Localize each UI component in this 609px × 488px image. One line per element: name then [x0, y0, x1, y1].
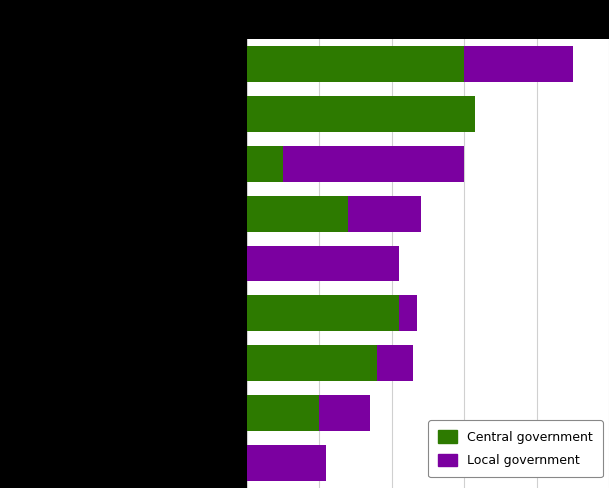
Bar — [247, 346, 377, 381]
Bar — [247, 295, 399, 331]
Bar — [247, 445, 326, 481]
Bar — [247, 196, 348, 232]
Bar — [247, 96, 475, 132]
Bar — [247, 395, 319, 431]
Bar — [247, 46, 464, 82]
Bar — [283, 146, 464, 182]
Bar — [399, 295, 417, 331]
Bar — [348, 196, 421, 232]
Legend: Central government, Local government: Central government, Local government — [428, 420, 603, 477]
Bar — [377, 346, 414, 381]
Bar — [247, 245, 399, 282]
Bar — [319, 395, 370, 431]
Bar — [247, 146, 283, 182]
Bar — [464, 46, 572, 82]
